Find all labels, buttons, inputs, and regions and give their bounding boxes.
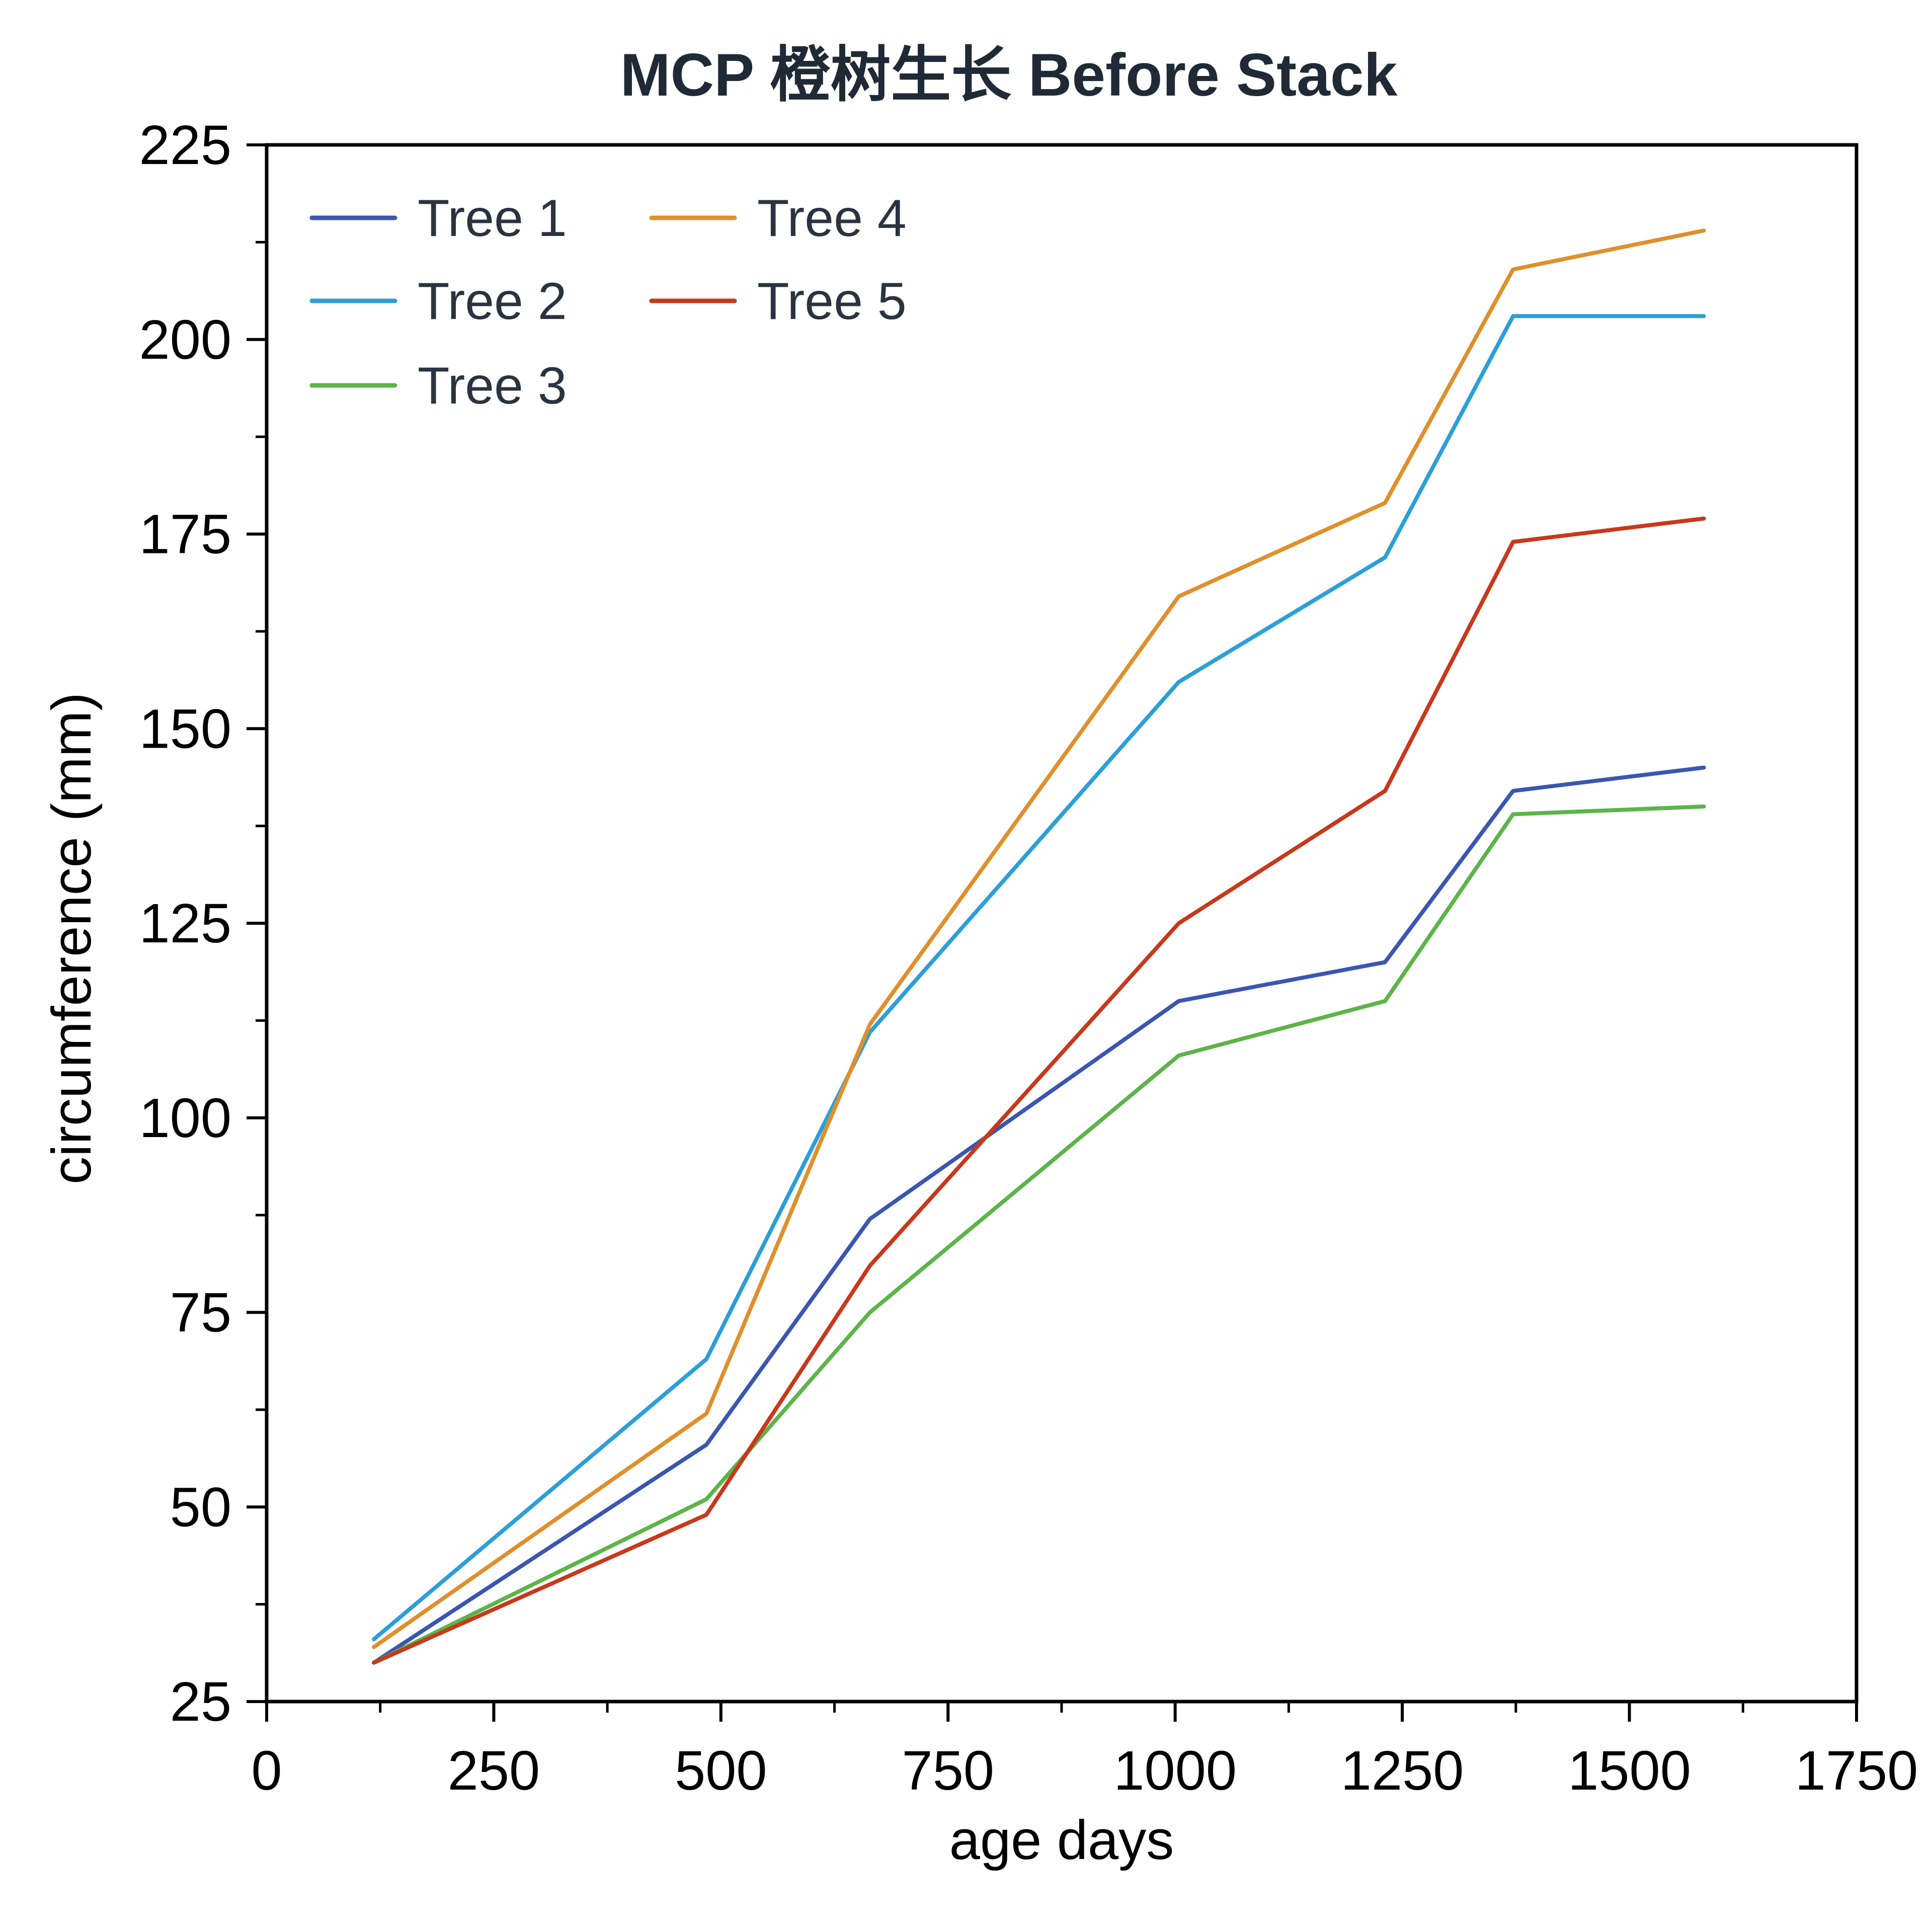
x-tick-label: 250 <box>448 1740 540 1802</box>
series-line-3 <box>372 804 1706 1665</box>
y-tick-label: 150 <box>139 698 231 760</box>
x-axis: 0 250 500 750 1000 1250 1500 1750 <box>251 1702 1918 1802</box>
y-tick-label: 175 <box>139 504 231 566</box>
y-tick-label: 25 <box>170 1671 231 1733</box>
series-line-2 <box>372 314 1706 1642</box>
x-tick-label: 1000 <box>1113 1740 1237 1802</box>
y-tick-label: 100 <box>139 1087 231 1149</box>
series-line-1 <box>372 765 1706 1665</box>
y-tick-label: 225 <box>139 114 231 176</box>
legend-label: Tree 1 <box>418 189 567 248</box>
y-tick-label: 75 <box>170 1282 231 1344</box>
legend: Tree 1 Tree 2 Tree 3 Tree 4 Tree 5 <box>309 189 907 415</box>
y-tick-label: 50 <box>170 1476 231 1538</box>
legend-label: Tree 2 <box>418 272 567 331</box>
y-axis-label: circumference (mm) <box>41 692 103 1184</box>
x-tick-label: 1250 <box>1341 1740 1464 1802</box>
series-line-4 <box>372 228 1706 1649</box>
series-line-5 <box>372 516 1706 1665</box>
y-axis: 25 50 75 100 125 150 175 200 225 <box>139 114 267 1733</box>
y-tick-label: 125 <box>139 893 231 954</box>
x-axis-label: age days <box>949 1809 1174 1871</box>
legend-label: Tree 5 <box>757 272 907 331</box>
legend-label: Tree 4 <box>757 189 907 248</box>
x-tick-label: 500 <box>675 1740 767 1802</box>
x-tick-label: 1500 <box>1568 1740 1691 1802</box>
chart-title: MCP 橙树生长 Before Stack <box>620 41 1398 109</box>
legend-label: Tree 3 <box>418 357 567 415</box>
y-tick-label: 200 <box>139 309 231 371</box>
x-tick-label: 1750 <box>1795 1740 1918 1802</box>
x-tick-label: 750 <box>902 1740 995 1802</box>
series-layer <box>372 228 1706 1665</box>
x-tick-label: 0 <box>251 1740 282 1802</box>
